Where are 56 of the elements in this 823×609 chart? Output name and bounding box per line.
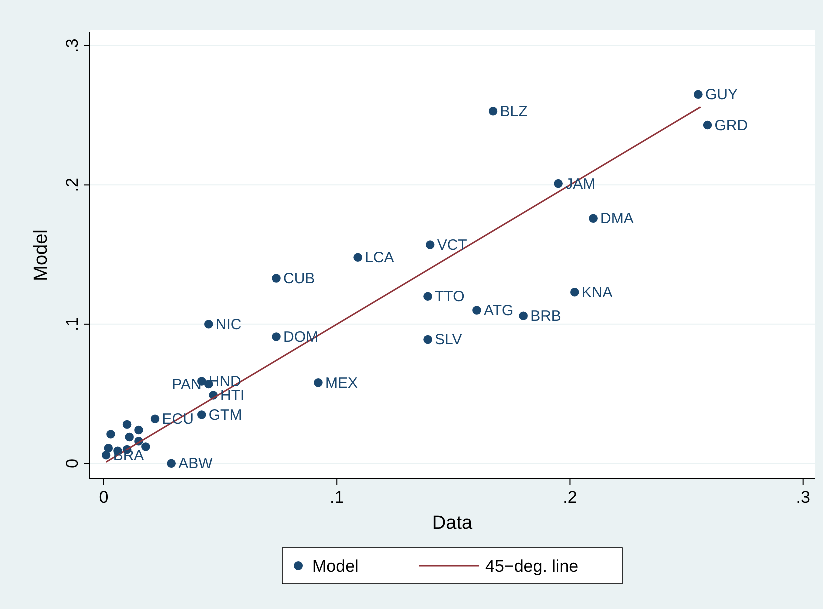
point: [519, 312, 528, 320]
annotation: ATG: [484, 302, 514, 320]
annotation: VCT: [437, 237, 468, 254]
annotation: TTO: [435, 288, 465, 306]
annotation: NIC: [216, 316, 242, 334]
point: [104, 444, 114, 453]
annotation: KNA: [582, 284, 613, 302]
point: [488, 107, 498, 116]
point: [554, 179, 563, 188]
y-axis-title: Model: [31, 230, 52, 282]
point: [150, 414, 160, 424]
point: [426, 240, 435, 250]
legend-label: 45−deg. line: [486, 557, 579, 576]
x-tick-label: .2: [563, 488, 578, 507]
y-tick-label: 0: [63, 458, 82, 468]
annotation: DOM: [283, 328, 318, 346]
x-axis-title: Data: [432, 513, 473, 534]
point: [424, 335, 432, 344]
annotation: SLV: [435, 332, 462, 349]
point: [272, 274, 281, 283]
annotation: BRB: [530, 308, 562, 326]
point: [472, 306, 482, 315]
x-tick-label: .3: [796, 488, 810, 507]
point: [204, 320, 214, 329]
point: [198, 410, 206, 420]
point: [570, 288, 580, 297]
annotation: MEX: [325, 374, 358, 392]
point: [703, 120, 712, 130]
annotation: LCA: [365, 250, 394, 267]
point: [125, 432, 134, 442]
x-tick-label: .1: [330, 488, 344, 507]
point: [167, 459, 176, 468]
point: [424, 292, 432, 301]
point: [134, 426, 144, 435]
y-tick-label: .3: [63, 38, 82, 54]
point: [272, 332, 281, 342]
annotation: HTI: [220, 387, 245, 404]
point: [354, 253, 362, 262]
annotation: BLZ: [500, 103, 528, 120]
annotation: ABW: [178, 456, 214, 473]
annotation: GRD: [714, 117, 748, 134]
point: [122, 420, 132, 430]
point: [106, 430, 116, 439]
point: [102, 450, 111, 460]
legend-label: Model: [312, 557, 359, 576]
y-tick-label: .1: [63, 317, 82, 332]
y-tick-label: .2: [63, 178, 82, 192]
annotation: DMA: [600, 210, 634, 228]
annotation: CUB: [283, 270, 316, 288]
annotation: GTM: [208, 406, 242, 424]
point: [589, 214, 598, 223]
point: [694, 90, 703, 100]
x-tick-label: 0: [99, 488, 109, 507]
point: [314, 378, 323, 388]
point: [142, 442, 150, 452]
annotation: GUY: [705, 86, 738, 104]
